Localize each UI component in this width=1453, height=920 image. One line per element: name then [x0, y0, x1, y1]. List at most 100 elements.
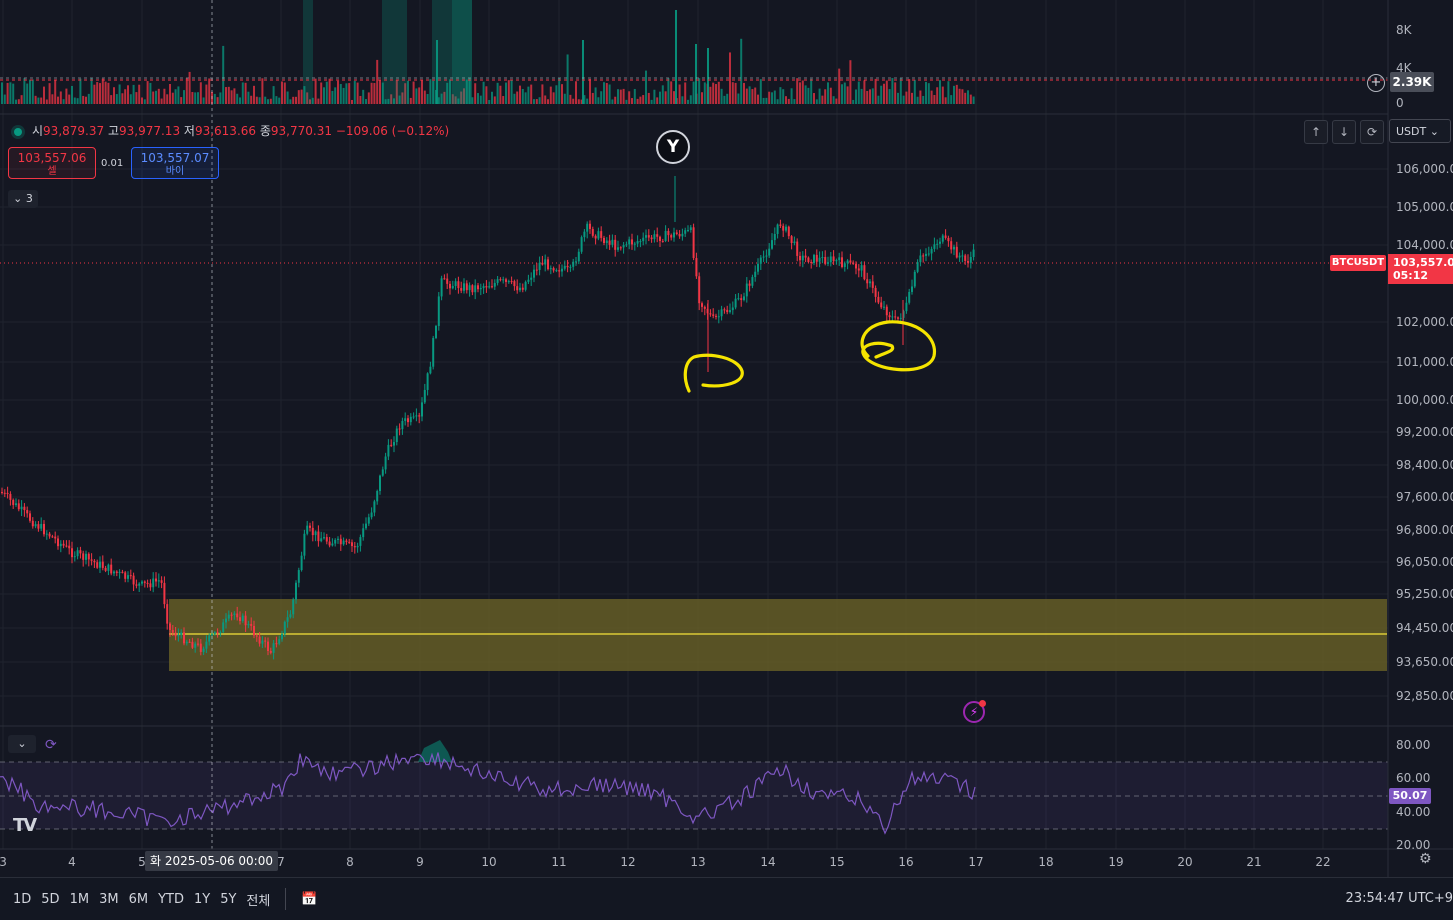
symbol-label: BTCUSDT: [1330, 255, 1386, 271]
volume-axis: 8K 4K 0: [1396, 23, 1413, 110]
clock[interactable]: 23:54:47 UTC+9: [1345, 891, 1453, 906]
time-tick-label: 8: [346, 855, 354, 869]
rsi-tick-label: 80.00: [1396, 738, 1430, 752]
change-value: −109.06 (−0.12%): [335, 124, 450, 138]
scroll-up-icon[interactable]: ↑: [1304, 120, 1328, 144]
volume-histogram: [1, 0, 975, 104]
price-tick-label: 105,000.00: [1396, 200, 1453, 214]
crosshair-date-label: 화 2025-05-06 00:00: [145, 851, 278, 871]
time-tick-label: 11: [551, 855, 566, 869]
rsi-tick-label: 60.00: [1396, 771, 1430, 785]
rsi-overbought-fill: [418, 740, 452, 762]
annotation-circle-2[interactable]: [860, 320, 936, 372]
price-tick-label: 97,600.00: [1396, 490, 1453, 504]
close-label: 종: [259, 124, 271, 138]
time-tick-label: 7: [277, 855, 285, 869]
open-label: 시: [32, 124, 44, 138]
time-tick-label: 10: [481, 855, 496, 869]
range-button-1D[interactable]: 1D: [13, 891, 32, 907]
candlestick-series: [1, 176, 975, 660]
time-tick-label: 14: [760, 855, 775, 869]
last-price-value: 103,557.06: [1393, 256, 1453, 269]
currency-select[interactable]: USDT ⌄: [1389, 119, 1451, 143]
close-value: 93,770.31: [270, 124, 332, 138]
time-tick-label: 15: [829, 855, 844, 869]
flash-alert-icon[interactable]: ⚡: [963, 700, 986, 723]
market-status-icon: [14, 127, 22, 136]
buy-label: 바이: [165, 166, 185, 177]
range-button-3M[interactable]: 3M: [99, 891, 119, 907]
scroll-down-icon[interactable]: ↓: [1332, 120, 1356, 144]
range-button-YTD[interactable]: YTD: [158, 891, 184, 907]
price-tick-label: 102,000.00: [1396, 315, 1453, 329]
price-tick-label: 95,250.00: [1396, 587, 1453, 601]
range-buttons: 1D 5D 1M 3M 6M YTD 1Y 5Y 전체 📅: [8, 878, 323, 920]
time-tick-label: 5: [138, 855, 146, 869]
buy-price: 103,557.07: [140, 151, 210, 165]
open-value: 93,879.37: [43, 124, 105, 138]
time-tick-label: 19: [1108, 855, 1123, 869]
reset-icon[interactable]: ⟳: [1360, 120, 1384, 144]
price-tick-label: 94,450.00: [1396, 621, 1453, 635]
calendar-icon[interactable]: 📅: [301, 891, 318, 907]
volume-tick-label: 4K: [1396, 61, 1413, 75]
rsi-value-label: 50.07: [1389, 788, 1431, 804]
rsi-sync-icon[interactable]: ⟳: [45, 737, 57, 753]
range-button-6M[interactable]: 6M: [128, 891, 149, 907]
price-axis[interactable]: 106,000.00 105,000.00 104,000.00 102,000.00…: [1396, 162, 1453, 703]
buy-button[interactable]: 103,557.07 바이: [131, 147, 219, 179]
tradingview-logo-icon[interactable]: TV: [13, 815, 37, 836]
time-tick-label: 13: [690, 855, 705, 869]
volume-tick-label: 0: [1396, 96, 1404, 110]
price-tick-label: 104,000.00: [1396, 238, 1453, 252]
annotation-circle-1[interactable]: [683, 353, 744, 393]
time-tick-label: 12: [620, 855, 635, 869]
gear-icon[interactable]: ⚙: [1419, 851, 1432, 867]
rsi-axis: 80.00 60.00 40.00 20.00: [1396, 738, 1430, 852]
spread-value: 0.01: [101, 158, 124, 169]
range-button-5Y[interactable]: 5Y: [220, 891, 237, 907]
time-tick-label: 4: [68, 855, 76, 869]
time-tick-label: 18: [1038, 855, 1053, 869]
high-label: 고: [107, 124, 119, 138]
price-tick-label: 96,800.00: [1396, 523, 1453, 537]
time-tick-label: 22: [1315, 855, 1330, 869]
add-plus-icon[interactable]: +: [1367, 74, 1385, 92]
price-tick-label: 100,000.00: [1396, 393, 1453, 407]
range-button-1Y[interactable]: 1Y: [193, 891, 211, 907]
rsi-tick-label: 20.00: [1396, 838, 1430, 852]
range-button-전체[interactable]: 전체: [246, 893, 271, 909]
range-button-5D[interactable]: 5D: [41, 891, 60, 907]
time-tick-label: 16: [898, 855, 913, 869]
sell-price: 103,557.06: [17, 151, 87, 165]
range-separator: [285, 888, 287, 910]
time-axis[interactable]: 3 4 5 7 8 9 10 11 12 13 14 15 16 17 18 19 20 21 22: [0, 855, 1331, 869]
ohlc-legend: 시93,879.37 고93,977.13 저93,613.66 종93,770…: [14, 122, 449, 139]
time-tick-label: 17: [968, 855, 983, 869]
high-value: 93,977.13: [119, 124, 181, 138]
rsi-line: [0, 752, 976, 835]
price-tick-label: 99,200.00: [1396, 425, 1453, 439]
sell-button[interactable]: 103,557.06 셀: [8, 147, 96, 179]
rsi-collapse-button[interactable]: ⌄: [8, 735, 36, 753]
range-button-1M[interactable]: 1M: [69, 891, 90, 907]
time-tick-label: 3: [0, 855, 7, 869]
bar-countdown: 05:12: [1393, 269, 1429, 282]
price-tick-label: 101,000.00: [1396, 355, 1453, 369]
low-label: 저: [183, 124, 195, 138]
low-value: 93,613.66: [194, 124, 257, 138]
rsi-band: [0, 762, 1388, 829]
symbol-logo-icon[interactable]: Y: [656, 130, 690, 164]
price-tick-label: 92,850.00: [1396, 689, 1453, 703]
time-tick-label: 21: [1246, 855, 1261, 869]
currency-label: USDT: [1396, 125, 1427, 138]
price-tick-label: 106,000.00: [1396, 162, 1453, 176]
price-tick-label: 98,400.00: [1396, 458, 1453, 472]
last-price-label: 103,557.06 05:12: [1388, 254, 1453, 284]
time-tick-label: 9: [416, 855, 424, 869]
indicators-collapse-button[interactable]: ⌄ 3: [8, 190, 38, 208]
volume-current-label: 2.39K: [1390, 72, 1434, 92]
support-zone[interactable]: [169, 599, 1387, 671]
time-tick-label: 20: [1177, 855, 1192, 869]
